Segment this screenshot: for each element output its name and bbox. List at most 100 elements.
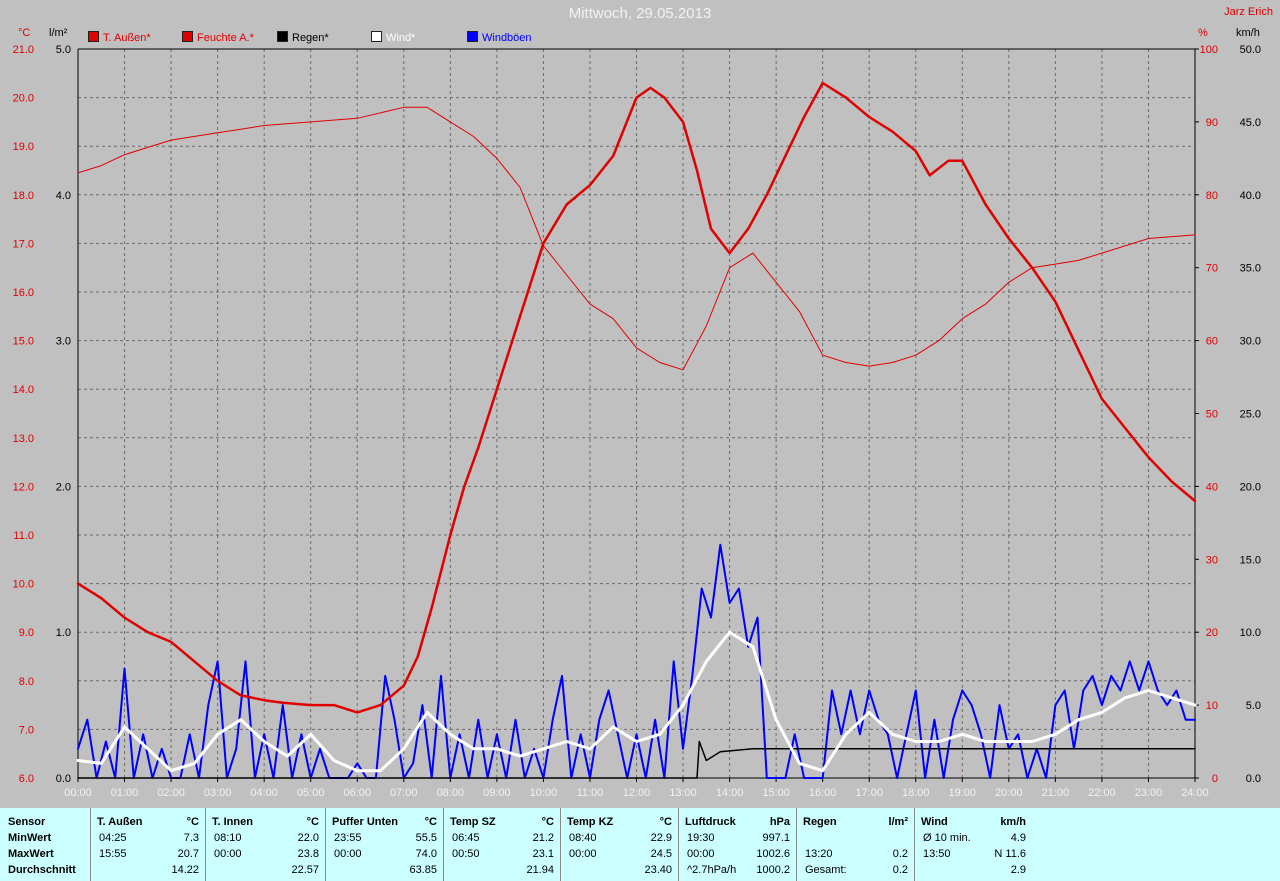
stats-unit: °C [306,816,319,828]
x-tick-label: 10:00 [530,787,558,799]
humidity-unit-label: % [1198,27,1208,39]
stats-unit: °C [424,816,437,828]
stats-value: 1002.6 [756,848,790,860]
series-line-wind [76,630,1197,773]
temp-tick-label: 7.0 [19,724,34,736]
stats-time: 19:30 [687,832,715,844]
wind-tick-label: 30.0 [1240,336,1261,348]
x-tick-label: 13:00 [669,787,697,799]
x-tick-label: 21:00 [1042,787,1070,799]
x-tick-label: 05:00 [297,787,325,799]
wind-tick-label: 40.0 [1240,190,1261,202]
x-tick-label: 15:00 [762,787,790,799]
wind-tick-label: 35.0 [1240,263,1261,275]
legend-item-rain: Regen* [277,31,329,44]
humidity-tick-label: 50 [1206,409,1218,421]
stats-column: T. Außen °C 04:25 7.3 15:55 20.7 14.22 [90,808,206,881]
stats-time: 00:00 [334,848,362,860]
wind-tick-label: 15.0 [1240,554,1261,566]
stats-value: 24.5 [650,848,672,860]
temp-tick-label: 6.0 [19,773,34,785]
stats-value: N 11.6 [994,848,1026,860]
legend-swatch [182,31,193,42]
legend-item-gusts: Windböen [467,31,532,44]
x-tick-label: 17:00 [855,787,883,799]
humidity-tick-label: 70 [1206,263,1218,275]
stats-time: 00:50 [452,848,480,860]
stats-column: Wind km/h Ø 10 min. 4.9 13:50 N 11.6 2.9 [914,808,1033,881]
legend-swatch [467,31,478,42]
rain-tick-label: 2.0 [56,481,71,493]
temp-tick-label: 21.0 [13,44,34,56]
stats-time: 08:40 [569,832,597,844]
stats-value: 63.85 [409,864,437,876]
legend-swatch [371,31,382,42]
stats-time: ^2.7hPa/h [687,864,737,876]
stats-value: 22.9 [650,832,672,844]
temp-tick-label: 11.0 [13,530,34,542]
stats-time: 13:20 [805,848,833,860]
temp-tick-label: 9.0 [19,627,34,639]
stats-time: 15:55 [99,848,127,860]
x-tick-label: 02:00 [157,787,185,799]
legend-swatch [88,31,99,42]
stats-value: 21.94 [526,864,554,876]
stats-value: 7.3 [183,832,199,844]
stats-value: 14.22 [171,864,199,876]
x-tick-label: 18:00 [902,787,930,799]
stats-value: 997.1 [762,832,790,844]
x-tick-label: 20:00 [995,787,1023,799]
row-label-sensor: Sensor [8,816,46,828]
wind-unit-label: km/h [1236,27,1260,39]
stats-header: Luftdruck [685,816,736,828]
wind-tick-label: 20.0 [1240,481,1261,493]
x-tick-label: 04:00 [250,787,278,799]
stats-time: 08:10 [214,832,242,844]
humidity-tick-label: 0 [1212,773,1218,785]
stats-unit: km/h [1000,816,1026,828]
legend-label: Feuchte A.* [197,32,254,44]
temp-tick-label: 19.0 [13,141,34,153]
humidity-tick-label: 90 [1206,117,1218,129]
rain-tick-label: 5.0 [56,44,71,56]
stats-header: T. Außen [97,816,143,828]
rain-tick-label: 0.0 [56,773,71,785]
series-line-tauen [76,81,1197,714]
stats-value: 23.40 [644,864,672,876]
x-tick-label: 23:00 [1135,787,1163,799]
stats-value: 21.2 [532,832,554,844]
temp-tick-label: 16.0 [13,287,34,299]
wind-tick-label: 25.0 [1240,409,1261,421]
stats-header: T. Innen [212,816,253,828]
legend-label: T. Außen* [103,32,151,44]
wind-tick-label: 45.0 [1240,117,1261,129]
temp-tick-label: 13.0 [13,433,34,445]
stats-unit: °C [186,816,199,828]
wind-tick-label: 5.0 [1246,700,1261,712]
temp-tick-label: 20.0 [13,93,34,105]
legend-label: Regen* [292,32,329,44]
wind-tick-label: 0.0 [1246,773,1261,785]
row-label-average: Durchschnitt [8,864,76,876]
series-line-regen [77,740,1196,779]
stats-time: 23:55 [334,832,362,844]
x-tick-label: 09:00 [483,787,511,799]
weather-chart: 00:00 01:00 02:00 03:00 04:00 05:00 06:00 07:00… [13,44,1261,799]
stats-time: 00:00 [569,848,597,860]
row-label-max: MaxWert [8,848,54,860]
stats-value: 74.0 [415,848,437,860]
stats-value: 23.1 [532,848,554,860]
x-tick-label: 06:00 [343,787,371,799]
rain-tick-label: 4.0 [56,190,71,202]
stats-value: 22.57 [291,864,319,876]
stats-column: Regen l/m² 13:20 0.2 Gesamt: 0.2 [796,808,915,881]
stats-value: 22.0 [297,832,319,844]
humidity-tick-label: 100 [1200,44,1218,56]
x-tick-label: 07:00 [390,787,418,799]
stats-header: Wind [921,816,948,828]
temp-tick-label: 8.0 [19,676,34,688]
row-label-min: MinWert [8,832,52,844]
stats-time: 00:00 [214,848,242,860]
wind-tick-label: 10.0 [1240,627,1261,639]
stats-column: Temp KZ °C 08:40 22.9 00:00 24.5 23.40 [560,808,679,881]
